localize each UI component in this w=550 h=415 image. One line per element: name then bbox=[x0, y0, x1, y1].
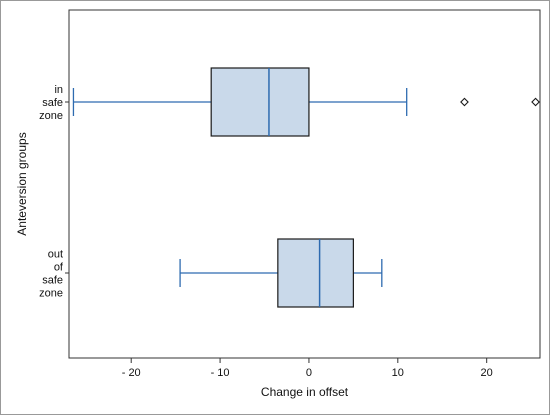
y-tick-label: safe bbox=[42, 97, 63, 109]
y-tick-label: zone bbox=[39, 110, 63, 122]
x-tick-label: - 10 bbox=[211, 367, 230, 379]
outlier-point bbox=[460, 97, 469, 107]
x-tick-label: 10 bbox=[392, 367, 404, 379]
x-tick-label: 0 bbox=[306, 367, 312, 379]
outlier-point bbox=[531, 97, 540, 107]
y-axis-title: Anteversion groups bbox=[15, 132, 29, 235]
y-tick-label: of bbox=[54, 262, 64, 274]
x-tick-label: - 20 bbox=[122, 367, 141, 379]
x-axis-title: Change in offset bbox=[261, 385, 349, 399]
chart-marks bbox=[72, 67, 540, 308]
y-tick-label: zone bbox=[39, 288, 63, 300]
iqr-box bbox=[210, 67, 310, 137]
x-tick-label: 20 bbox=[481, 367, 493, 379]
box-group bbox=[72, 67, 540, 137]
y-tick-label: in bbox=[54, 84, 63, 96]
iqr-box bbox=[277, 238, 354, 308]
y-tick-label: out bbox=[48, 249, 63, 261]
box-group bbox=[179, 238, 383, 308]
plot-area-frame bbox=[68, 9, 541, 359]
y-tick-label: safe bbox=[42, 275, 63, 287]
